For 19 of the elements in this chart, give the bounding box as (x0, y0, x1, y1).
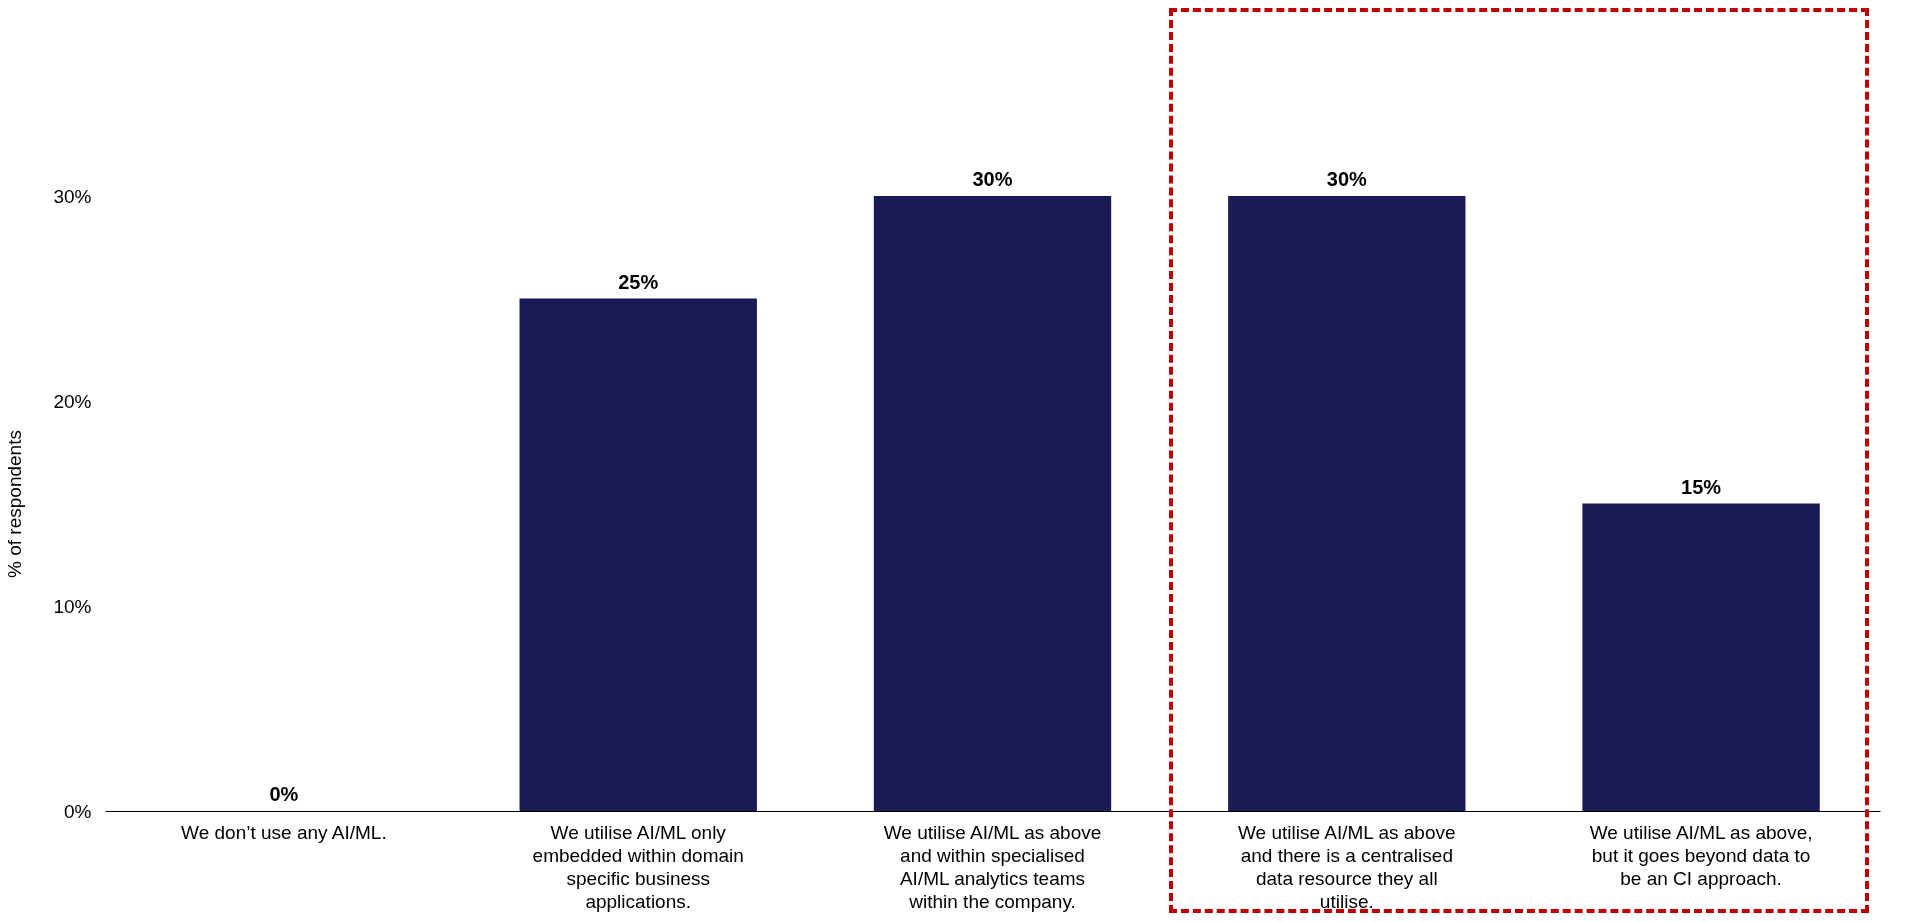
x-tick-label: We utilise AI/ML as above and there is a centralised data resource they all utilise. (1238, 821, 1456, 912)
y-axis-title: % of respondents (4, 430, 26, 578)
y-tick-label: 0% (64, 800, 92, 822)
data-label: 0% (269, 783, 299, 805)
data-label: 15% (1681, 475, 1722, 498)
data-label: 30% (1326, 168, 1368, 190)
data-label: 30% (972, 168, 1013, 190)
y-tick-label: 20% (53, 390, 92, 412)
bar (1228, 196, 1466, 811)
x-tick-label: We don’t use any AI/ML. (181, 821, 387, 843)
x-tick-label: We utilise AI/ML only embedded within domain specific business applications. (532, 821, 744, 912)
bar (1582, 503, 1820, 811)
bar (873, 196, 1112, 811)
x-tick-label: We utilise AI/ML as above and within specialised AI/ML analytics teams within the company. (883, 821, 1102, 912)
x-tick-label: We utilise AI/ML as above, but it goes beyond data to be an CI approach. (1589, 821, 1813, 889)
bar (519, 298, 757, 811)
y-tick-label: 10% (53, 595, 92, 617)
data-label: 25% (618, 270, 659, 293)
y-tick-label: 30% (53, 185, 92, 207)
